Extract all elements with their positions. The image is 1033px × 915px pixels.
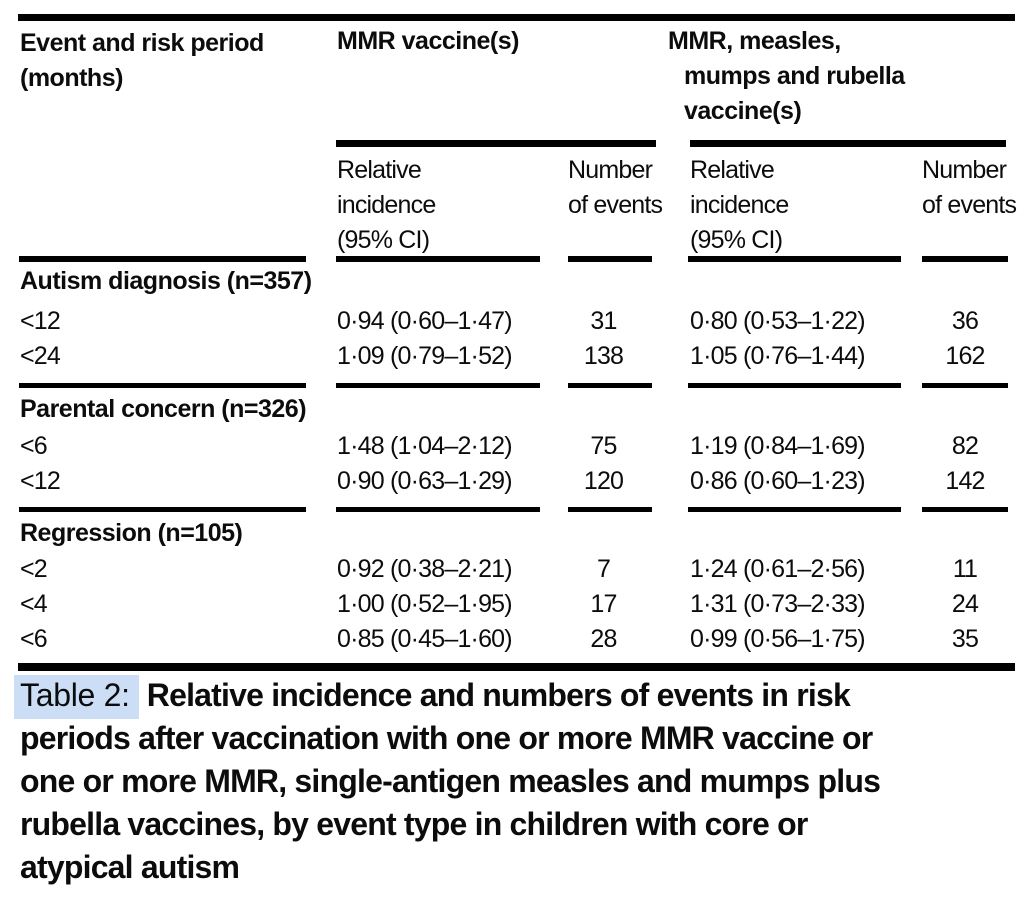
section-header-regression: Regression (n=105): [20, 519, 243, 547]
rule-subheader-col3: [568, 256, 652, 262]
row-n-mmr: 7: [596, 555, 611, 583]
row-n-mmr: 75: [590, 432, 617, 460]
row-period: <12: [20, 307, 61, 335]
row-ri-mmr: 0·90 (0·63–1·29): [337, 467, 513, 495]
row-ri-mmr: 0·92 (0·38–2·21): [337, 555, 513, 583]
rule-group-mmr: [336, 140, 656, 147]
rule-section2-col3: [568, 507, 652, 512]
caption-line: atypical autism: [20, 849, 240, 885]
row-n-single: 35: [951, 625, 979, 653]
row-ri-single: 0·80 (0·53–1·22): [690, 307, 866, 335]
column-group-header-single-line2: mumps and rubella: [684, 62, 905, 90]
row-n-single: 24: [951, 590, 979, 618]
row-ri-mmr: 1·48 (1·04–2·12): [337, 432, 513, 460]
caption-line: Table 2: Relative incidence and numbers …: [14, 674, 1020, 719]
row-period: <4: [20, 590, 48, 618]
caption-line: rubella vaccines, by event type in child…: [20, 806, 808, 842]
rule-section2-col5: [922, 507, 1008, 512]
row-n-mmr: 17: [590, 590, 617, 618]
row-n-mmr: 138: [583, 342, 624, 370]
subheader-relative-incidence-single: Relative incidence (95% CI): [690, 156, 789, 254]
row-period: <2: [20, 555, 48, 583]
row-n-mmr: 31: [590, 307, 617, 335]
row-ri-mmr: 1·09 (0·79–1·52): [337, 342, 513, 370]
row-n-single: 162: [945, 342, 985, 370]
row-period: <12: [20, 467, 61, 495]
column-group-header-mmr: MMR vaccine(s): [337, 27, 519, 55]
caption-line: periods after vaccination with one or mo…: [20, 720, 873, 756]
rule-section1-col3: [568, 383, 652, 388]
rule-group-single: [690, 140, 1006, 147]
row-n-single: 11: [952, 555, 978, 583]
row-ri-mmr: 0·85 (0·45–1·60): [337, 625, 513, 653]
row-ri-mmr: 1·00 (0·52–1·95): [337, 590, 513, 618]
row-period: <24: [20, 342, 61, 370]
rule-section2-col4: [688, 507, 901, 512]
rule-subheader-col2: [336, 256, 540, 262]
rule-table-bottom: [18, 663, 1015, 671]
rule-section1-col1: [19, 383, 306, 388]
subheader-number-events-mmr: Number of events: [568, 156, 663, 219]
row-n-single: 142: [945, 467, 985, 495]
caption-table-number-highlight: Table 2:: [14, 675, 139, 719]
rule-section2-col1: [19, 507, 306, 512]
column-group-header-single-line3: vaccine(s): [684, 97, 802, 125]
rule-section1-col2: [336, 383, 540, 388]
row-period: <6: [20, 625, 48, 653]
row-ri-single: 0·99 (0·56–1·75): [690, 625, 866, 653]
row-n-mmr: 120: [583, 467, 624, 495]
column-group-header-single-line1: MMR, measles,: [668, 27, 841, 55]
row-ri-single: 1·31 (0·73–2·33): [690, 590, 866, 618]
section-header-parental-concern: Parental concern (n=326): [20, 395, 307, 423]
row-period: <6: [20, 432, 48, 460]
row-ri-single: 1·19 (0·84–1·69): [690, 432, 866, 460]
subheader-number-events-single: Number of events: [922, 156, 1017, 219]
caption-text: Relative incidence and numbers of events…: [146, 677, 851, 713]
row-ri-mmr: 0·94 (0·60–1·47): [337, 307, 513, 335]
row-ri-single: 0·86 (0·60–1·23): [690, 467, 866, 495]
rule-subheader-col4: [688, 256, 901, 262]
row-n-single: 82: [951, 432, 979, 460]
section-header-autism-diagnosis: Autism diagnosis (n=357): [20, 267, 312, 295]
rule-table-top: [18, 14, 1015, 21]
row-n-mmr: 28: [590, 625, 617, 653]
row-ri-single: 1·05 (0·76–1·44): [690, 342, 866, 370]
caption-line: one or more MMR, single-antigen measles …: [20, 763, 881, 799]
column-header-event-risk-period: Event and risk period (months): [20, 29, 264, 92]
rule-section1-col4: [688, 383, 901, 388]
rule-subheader-col1: [19, 256, 306, 262]
table-caption: Table 2: Relative incidence and numbers …: [14, 674, 1020, 889]
rule-section2-col2: [336, 507, 540, 512]
row-n-single: 36: [951, 307, 979, 335]
rule-section1-col5: [922, 383, 1008, 388]
row-ri-single: 1·24 (0·61–2·56): [690, 555, 866, 583]
subheader-relative-incidence-mmr: Relative incidence (95% CI): [337, 156, 436, 254]
rule-subheader-col5: [922, 256, 1008, 262]
